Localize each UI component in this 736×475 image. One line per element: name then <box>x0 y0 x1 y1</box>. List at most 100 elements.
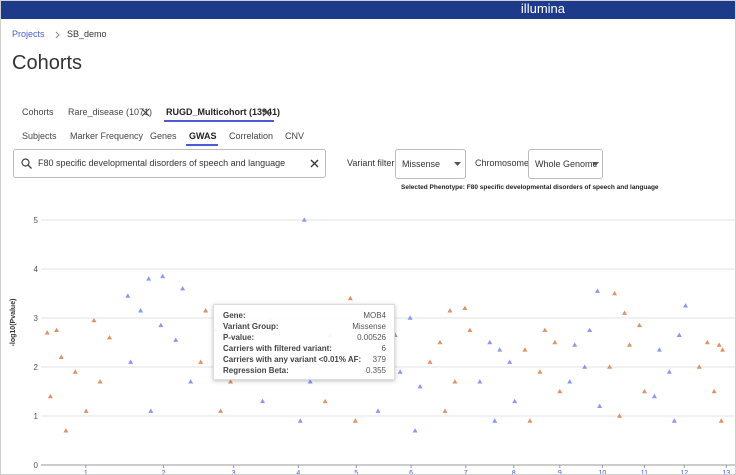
data-point <box>704 339 710 345</box>
cohort-tab[interactable]: Cohorts <box>22 107 54 117</box>
data-point <box>651 393 657 399</box>
tooltip-key: Variant Group: <box>223 322 279 331</box>
dropdown-arrow <box>454 162 461 166</box>
data-point <box>452 379 458 384</box>
data-point <box>497 347 503 352</box>
y-tick-label: 0 <box>34 461 39 470</box>
data-point <box>347 295 353 301</box>
data-point <box>148 408 154 413</box>
data-point <box>622 310 628 315</box>
breadcrumb-current: SB_demo <box>67 29 107 39</box>
data-point <box>492 418 498 423</box>
y-tick-label: 3 <box>34 314 39 323</box>
tooltip-key: Regression Beta: <box>223 366 289 375</box>
data-point <box>412 428 418 433</box>
variant-filter-label: Variant filter: <box>347 158 397 168</box>
data-point <box>106 335 112 340</box>
data-point <box>180 286 186 291</box>
analysis-tab[interactable]: Genes <box>150 131 177 141</box>
x-tick-label: 10 <box>599 470 607 474</box>
search-query: F80 specific developmental disorders of … <box>38 158 286 168</box>
data-point <box>173 337 179 342</box>
tooltip-key: P-value: <box>223 333 255 342</box>
tab-underline <box>186 144 218 146</box>
data-point <box>447 308 453 313</box>
data-point <box>641 388 647 394</box>
x-tick-label: 5 <box>354 470 358 474</box>
data-point <box>218 408 224 413</box>
data-point <box>198 359 204 364</box>
data-point <box>666 369 672 374</box>
analysis-tab[interactable]: CNV <box>285 131 305 141</box>
data-point <box>83 408 89 413</box>
data-point <box>711 388 717 394</box>
data-point <box>656 347 662 352</box>
tooltip-value: MOB4 <box>363 311 386 320</box>
data-point <box>54 327 60 333</box>
cohort-tab-active[interactable]: RUGD_Multicohort (13941) <box>166 107 281 117</box>
data-point <box>407 315 413 320</box>
data-point <box>97 379 103 384</box>
data-point <box>512 398 518 404</box>
variant-filter-select[interactable]: Missense <box>395 149 466 179</box>
data-point <box>696 364 702 369</box>
data-point <box>63 428 69 433</box>
data-point <box>462 305 468 310</box>
tooltip-value: 6 <box>381 344 386 353</box>
data-point <box>160 273 166 279</box>
x-tick-label: 12 <box>680 470 688 474</box>
tooltip-row: Carriers with filtered variant: 6 <box>223 344 386 355</box>
analysis-tab[interactable]: Correlation <box>229 131 274 141</box>
data-point <box>72 369 78 374</box>
data-point <box>676 332 682 337</box>
data-point <box>260 398 266 404</box>
data-point <box>636 322 642 328</box>
analysis-tab[interactable]: Marker Frequency <box>70 131 144 141</box>
data-point <box>188 379 194 384</box>
data-point <box>607 364 613 369</box>
cohort-tab[interactable]: Rare_disease (1071) <box>68 107 153 117</box>
search-box[interactable]: F80 specific developmental disorders of … <box>13 149 326 178</box>
y-axis-label: -log10(Pvalue) <box>10 299 17 347</box>
data-point <box>91 317 97 323</box>
tooltip-key: Carriers with filtered variant: <box>223 344 332 353</box>
data-point <box>301 217 307 222</box>
data-point <box>594 288 600 293</box>
data-point <box>597 403 603 408</box>
data-point <box>716 342 722 347</box>
tooltip-value: Missense <box>352 322 386 331</box>
tooltip-row: P-value: 0.00526 <box>223 333 386 344</box>
tooltip-row: Regression Beta: 0.355 <box>223 366 386 377</box>
x-tick-label: 13 <box>722 470 730 474</box>
tooltip-row: Gene: MOB4 <box>223 311 386 322</box>
data-point <box>522 347 528 352</box>
tooltip-key: Carriers with any variant <0.01% AF: <box>223 355 362 364</box>
breadcrumb-link[interactable]: Projects <box>12 29 45 39</box>
chromosome-label: Chromosome: <box>475 158 532 168</box>
y-tick-label: 2 <box>34 363 39 372</box>
tooltip-row: Carriers with any variant <0.01% AF: 379 <box>223 355 386 366</box>
data-point <box>158 322 164 328</box>
data-point <box>537 369 543 374</box>
data-point <box>617 413 623 418</box>
data-point <box>44 330 50 335</box>
data-point <box>718 418 724 423</box>
close-icon[interactable] <box>141 108 150 117</box>
data-point <box>47 393 53 399</box>
x-tick-label: 9 <box>558 470 562 474</box>
selected-phenotype: Selected Phenotype: F80 specific develop… <box>401 184 659 191</box>
y-tick-label: 5 <box>34 216 39 225</box>
x-tick-label: 7 <box>464 470 468 474</box>
dropdown-arrow <box>592 162 599 166</box>
tooltip: Gene: MOB4 Variant Group: Missense P-value… <box>213 304 395 380</box>
data-point <box>203 308 209 313</box>
chromosome-select[interactable]: Whole Genome <box>528 149 603 179</box>
data-point <box>138 308 144 313</box>
analysis-tab-active[interactable]: GWAS <box>189 131 217 141</box>
close-icon[interactable] <box>262 108 271 117</box>
data-point <box>128 359 134 364</box>
x-tick-label: 8 <box>512 470 516 474</box>
clear-icon[interactable] <box>310 159 319 168</box>
analysis-tab[interactable]: Subjects <box>22 131 57 141</box>
data-point <box>542 327 548 333</box>
